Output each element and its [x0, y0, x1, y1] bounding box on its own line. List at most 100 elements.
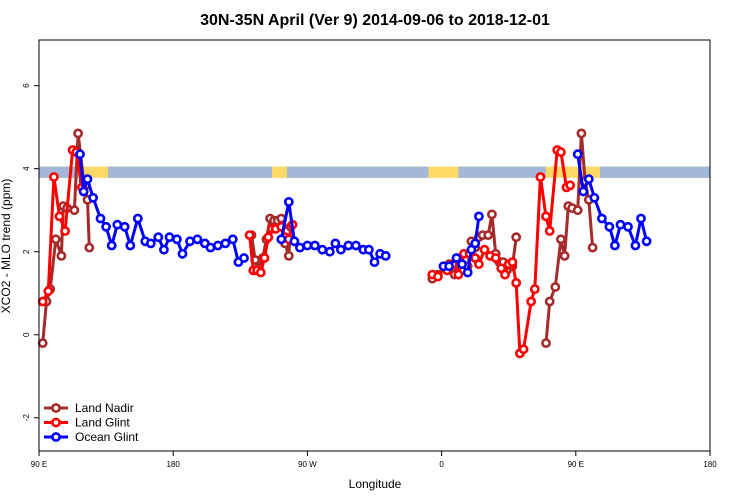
x-axis-label: Longitude — [349, 477, 402, 491]
series-0-point-0-3 — [50, 234, 61, 245]
series-2-point-1-1 — [283, 196, 294, 207]
series-0-point-2-12 — [486, 209, 497, 220]
series-0-point-0-8 — [73, 128, 83, 139]
series-2-point-0-14 — [158, 244, 169, 255]
series-2-point-3-0 — [572, 149, 583, 160]
series-0-point-3-0 — [541, 338, 551, 348]
series-1-point-2-1 — [432, 271, 443, 282]
legend-label-1: Land Glint — [75, 416, 130, 430]
series-1-point-2-5 — [453, 269, 464, 280]
series-1-point-2-20 — [526, 296, 536, 307]
series-2-point-0-8 — [119, 221, 130, 232]
series-2-point-0-2 — [82, 174, 93, 184]
series-1-point-2-22 — [535, 172, 546, 182]
series-2-point-0-12 — [145, 238, 156, 249]
y-tick-label-4: 6 — [22, 83, 31, 88]
series-1-point-1-0 — [244, 230, 255, 240]
x-tick-label-1: 180 — [167, 460, 181, 469]
series-0-point-1-10 — [283, 250, 294, 261]
series-1-point-2-28 — [565, 180, 576, 191]
series-1-point-2-12 — [490, 253, 501, 263]
series-1-point-2-21 — [529, 284, 540, 294]
y-axis-label: XCO2 - MLO trend (ppm) — [0, 179, 13, 314]
series-1-point-0-3 — [54, 211, 65, 222]
series-1-point-2-24 — [544, 226, 555, 236]
series-2-point-3-5 — [604, 221, 615, 232]
y-axis: -2 0 2 4 6 — [22, 83, 39, 421]
series-1-point-2-23 — [541, 211, 551, 222]
series-2-point-1-0 — [276, 234, 287, 245]
series-1-point-0-2 — [49, 172, 59, 182]
series-0-point-3-8 — [576, 128, 587, 139]
series-2-point-1-10 — [343, 240, 354, 251]
series-2-point-0-4 — [95, 213, 106, 224]
series-2 — [75, 149, 652, 278]
series-2-point-0-6 — [106, 240, 117, 251]
series-2-point-3-10 — [636, 213, 646, 224]
series-1-point-1-5 — [263, 232, 274, 243]
series-2-point-3-6 — [610, 240, 620, 251]
series-2-point-1-14 — [369, 257, 380, 267]
band-ocean-4 — [600, 166, 710, 178]
series-0-point-2-18 — [511, 232, 522, 243]
series-2-point-1-5 — [309, 240, 320, 251]
series-0-point-3-2 — [550, 282, 561, 292]
series-1-line-2 — [431, 148, 571, 355]
series-2-point-2-3 — [457, 259, 467, 270]
series-2-point-0-10 — [132, 213, 143, 224]
series-2-point-2-4 — [462, 267, 473, 278]
series-layer — [37, 128, 652, 359]
series-2-point-3-3 — [589, 192, 600, 203]
series-0-point-3-4 — [559, 250, 570, 261]
band-ocean-2 — [286, 166, 429, 178]
legend-label-0: Land Nadir — [75, 401, 134, 415]
x-tick-label-3: 0 — [439, 460, 444, 469]
series-2-point-0-0 — [75, 149, 85, 160]
series-1-point-1-3 — [255, 267, 266, 278]
series-0-point-0-4 — [56, 250, 67, 261]
series-2-point-1-13 — [363, 244, 374, 255]
land-ocean-band — [39, 166, 710, 178]
series-2-point-1-9 — [335, 244, 346, 255]
series-0-point-2-11 — [483, 230, 494, 240]
band-ocean-3 — [458, 166, 546, 178]
series-2-point-2-7 — [473, 211, 484, 222]
series-2-point-1-8 — [330, 238, 341, 249]
series-2-point-0-24 — [227, 234, 238, 245]
series-1-point-2-26 — [556, 147, 566, 157]
legend-marker-1 — [51, 417, 61, 428]
series-2-point-3-7 — [615, 219, 626, 230]
series-2-point-0-16 — [171, 234, 182, 245]
series-2-point-3-4 — [597, 213, 607, 224]
series-2-point-1-7 — [324, 246, 335, 257]
series-2-point-3-8 — [623, 221, 633, 232]
series-2-point-0-13 — [153, 232, 164, 243]
series-2-point-1-16 — [380, 250, 391, 261]
series-1-point-2-19 — [518, 344, 529, 355]
series-2-point-2-2 — [451, 253, 462, 263]
series-2-point-2-6 — [470, 238, 481, 249]
x-tick-label-0: 90 E — [31, 460, 47, 469]
series-2-point-1-3 — [294, 242, 305, 253]
series-0-point-0-0 — [37, 338, 48, 348]
series-2-point-0-18 — [185, 236, 195, 247]
series-2-point-3-2 — [583, 174, 594, 184]
series-0-point-3-7 — [572, 205, 583, 216]
y-tick-label-2: 2 — [22, 249, 31, 254]
series-2-point-3-1 — [578, 186, 589, 197]
legend-item-1: Land Glint — [44, 416, 130, 430]
legend-marker-0 — [51, 403, 61, 413]
series-1-point-1-4 — [259, 253, 270, 263]
x-tick-label-4: 90 E — [568, 460, 584, 469]
series-2-point-0-1 — [78, 186, 89, 197]
series-2-point-0-19 — [192, 234, 203, 245]
series-0-point-3-1 — [544, 296, 555, 307]
series-2-point-0-26 — [239, 253, 249, 263]
band-ocean-1 — [107, 166, 272, 178]
series-0 — [37, 128, 598, 348]
band-ocean-0 — [39, 166, 79, 178]
series-2-point-1-2 — [289, 236, 300, 247]
series-2-point-1-11 — [350, 240, 361, 251]
